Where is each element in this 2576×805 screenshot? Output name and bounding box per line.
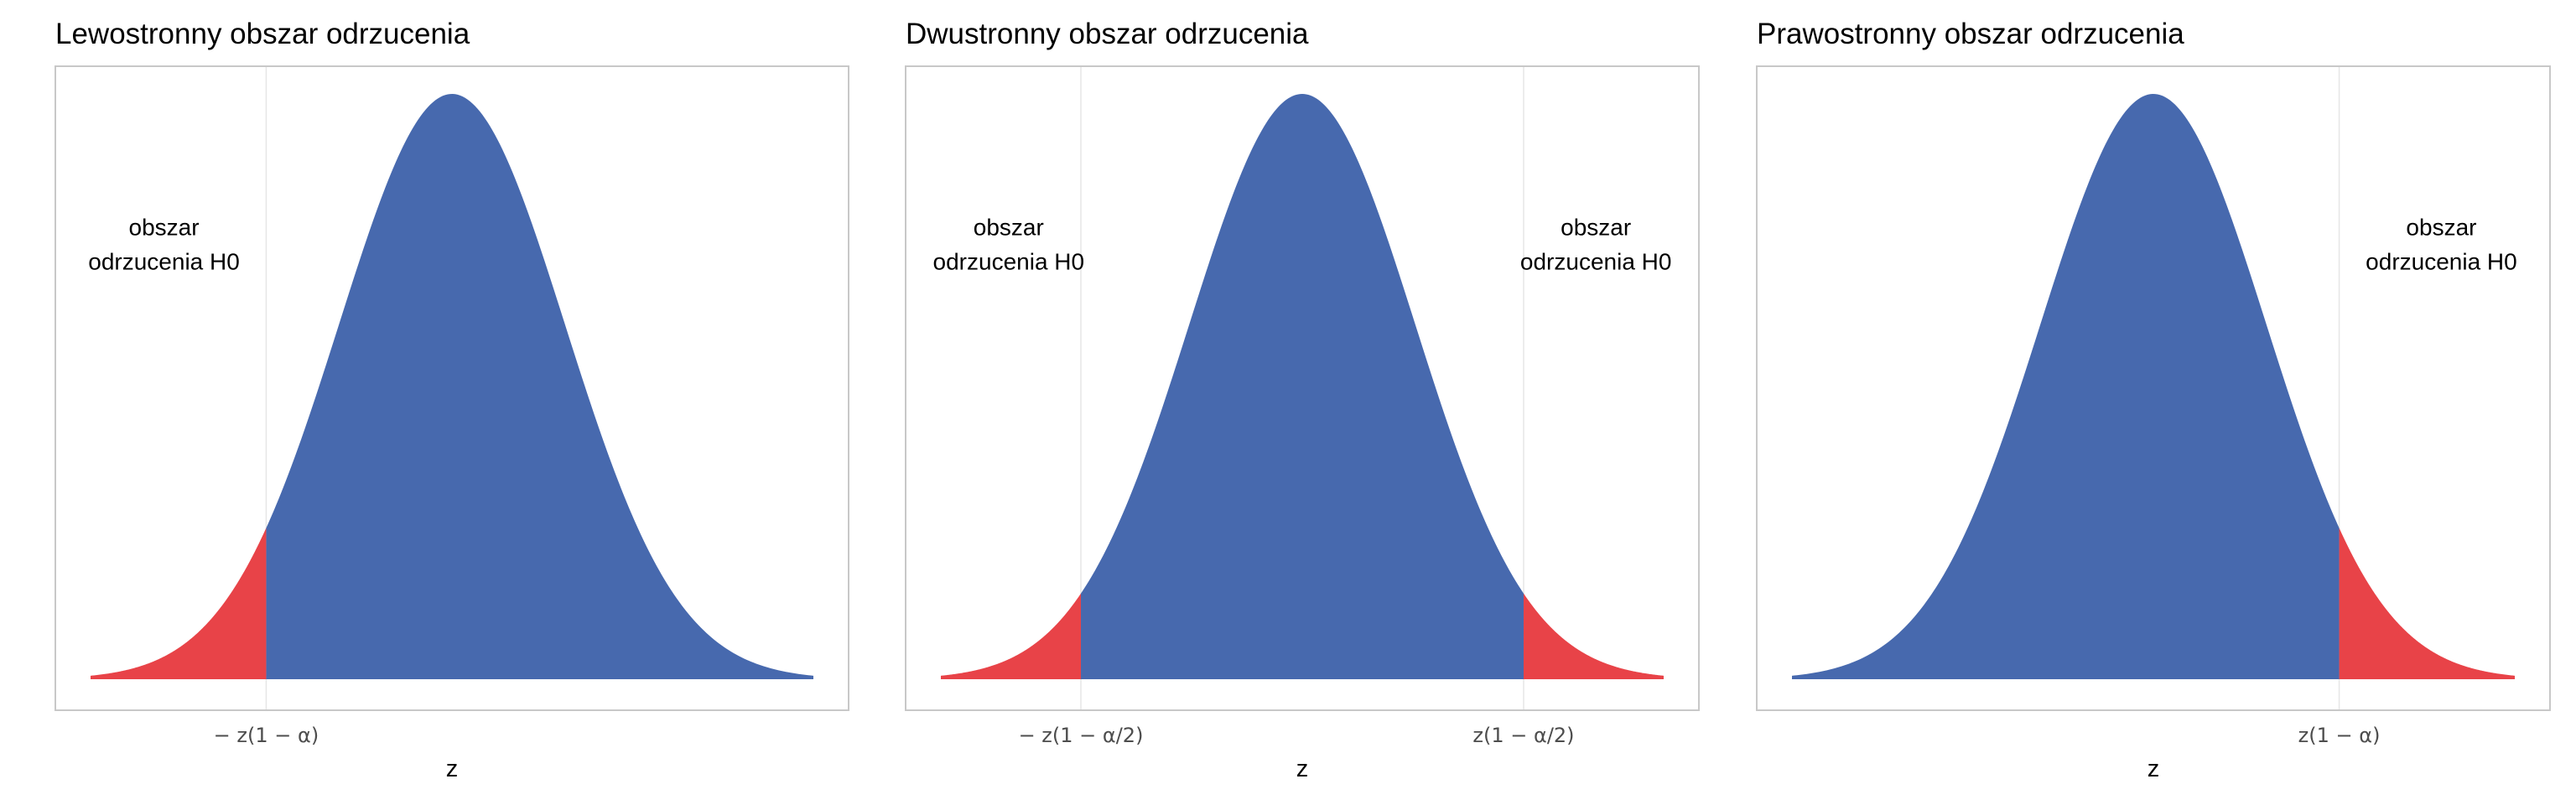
panel-2: Dwustronny obszar odrzucenia − z(1 − α/2)…	[905, 18, 1700, 782]
panel-2-annotation-2-line-2: odrzucenia H0	[1520, 249, 1672, 275]
panel-3-frame	[1756, 65, 2551, 711]
panel-3-rejection-area-1	[2339, 527, 2515, 679]
panel-2-annotation-2-line-1: obszar	[1561, 215, 1631, 241]
panel-3-xlabel: z	[2148, 756, 2160, 782]
panel-2-rejection-area-2	[1523, 593, 1664, 679]
panel-2-title: Dwustronny obszar odrzucenia	[906, 18, 1309, 50]
panel-1-frame	[55, 65, 849, 711]
panel-2-tick-label-2: z(1 − α/2)	[1472, 724, 1574, 747]
panel-1-annotation-1-line-1: obszar	[129, 215, 200, 241]
panel-1-xlabel: z	[446, 756, 459, 782]
panel-1-acceptance-area	[266, 94, 813, 679]
panel-1-rejection-area-1	[91, 527, 267, 679]
panel-3-annotation-1-line-1: obszar	[2406, 215, 2476, 241]
panel-2-annotation-1-line-2: odrzucenia H0	[933, 249, 1085, 275]
panel-3-acceptance-area	[1792, 94, 2340, 679]
panel-3-annotation-1-line-2: odrzucenia H0	[2366, 249, 2517, 275]
panel-1-tick-label-1: − z(1 − α)	[214, 724, 319, 747]
panel-3-title: Prawostronny obszar odrzucenia	[1757, 18, 2184, 50]
panel-1-annotation-1-line-2: odrzucenia H0	[88, 249, 240, 275]
panel-2-xlabel: z	[1296, 756, 1309, 782]
panel-2-annotation-1-line-1: obszar	[974, 215, 1044, 241]
panel-3-tick-label-1: z(1 − α)	[2298, 724, 2381, 747]
panel-1-title: Lewostronny obszar odrzucenia	[55, 18, 470, 50]
panel-2-tick-label-1: − z(1 − α/2)	[1019, 724, 1144, 747]
panel-1: Lewostronny obszar odrzucenia − z(1 − α) z…	[55, 18, 849, 782]
panel-2-frame	[905, 65, 1700, 711]
panel-2-rejection-area-1	[941, 593, 1082, 679]
panel-2-acceptance-area	[1081, 94, 1524, 679]
panel-3: Prawostronny obszar odrzucenia z(1 − α) z o…	[1756, 18, 2551, 782]
